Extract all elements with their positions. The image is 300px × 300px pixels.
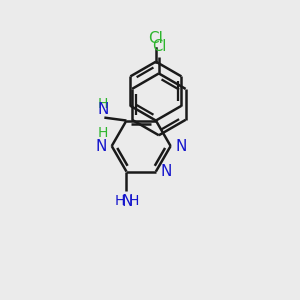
Text: H: H <box>98 126 108 140</box>
Text: N: N <box>97 102 109 117</box>
Text: N: N <box>96 139 107 154</box>
Text: N: N <box>175 139 186 154</box>
Text: H: H <box>129 194 139 208</box>
Text: N: N <box>121 194 132 208</box>
Text: N: N <box>160 164 172 179</box>
Text: Cl: Cl <box>148 32 163 46</box>
Text: H: H <box>115 194 125 208</box>
Text: Cl: Cl <box>152 39 166 54</box>
Text: H: H <box>98 97 108 111</box>
